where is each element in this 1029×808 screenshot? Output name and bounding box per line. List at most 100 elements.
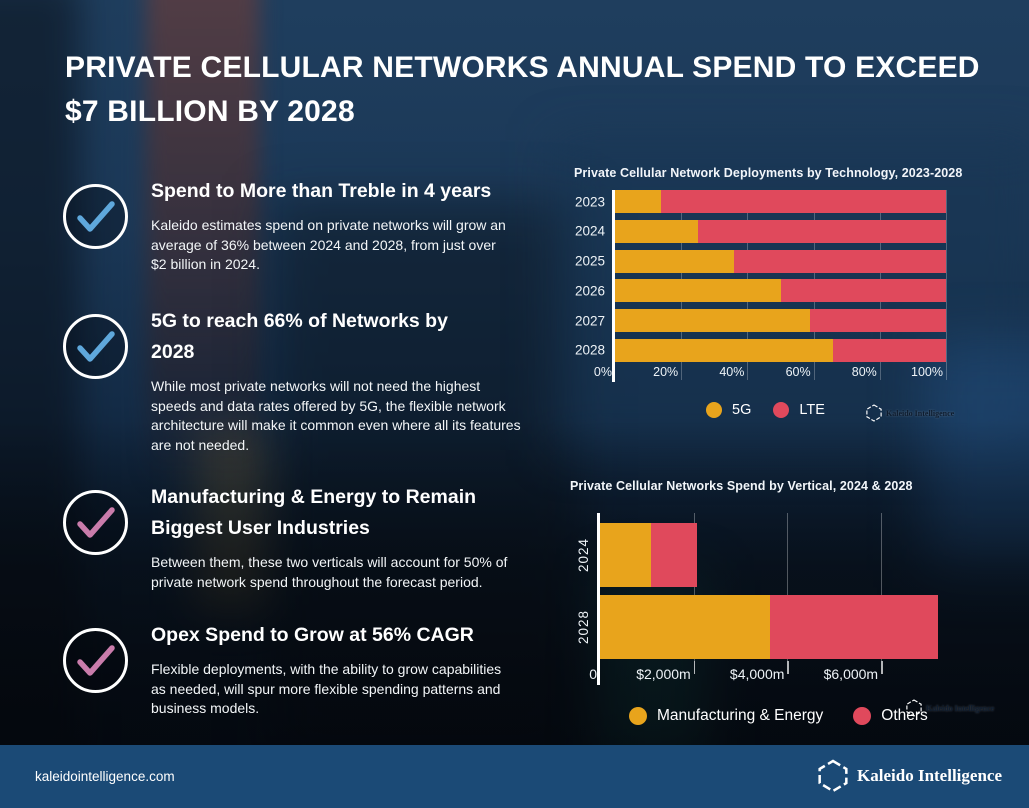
category-label: 2026 [574,283,605,299]
watermark-label: Kaleido Intelligence [886,408,955,418]
legend-label: Others [881,707,928,724]
legend-item-LTE: LTE [773,402,825,418]
insight-title: Spend to More than Treble in 4 years [151,180,492,202]
footer-brand-label: Kaleido Intelligence [857,766,1002,785]
insight-verticals: Manufacturing & Energy to Remain Biggest… [63,482,543,592]
x-tick-label: 20% [653,365,679,379]
bar-segment-2026-LTE [780,279,946,303]
spend-by-vertical-chart: Private Cellular Networks Spend by Verti… [570,479,1010,741]
checkmark-circle-icon [63,184,128,249]
bar-segment-2028-5G [615,338,834,362]
legend-label: LTE [799,402,825,418]
insight-title: Manufacturing & Energy to Remain Biggest… [151,486,477,539]
x-tick-mark [693,661,696,674]
page-title: PRIVATE CELLULAR NETWORKS ANNUAL SPEND T… [65,51,980,128]
legend-dot [773,402,790,418]
x-tick-label: 60% [785,365,811,379]
legend-label: Manufacturing & Energy [657,707,824,724]
insight-text: 5G to reach 66% of Networks by 2028 Whil… [151,306,536,455]
legend-item-Manufacturing & Energy: Manufacturing & Energy [629,707,823,725]
footer-website: kaleidointelligence.com [35,769,175,784]
x-tick-mark [881,661,883,674]
insight-opex-cagr: Opex Spend to Grow at 56% CAGR Flexible … [63,620,543,719]
checkmark-circle-icon [63,628,128,693]
insight-title: Opex Spend to Grow at 56% CAGR [151,624,474,646]
x-tick-label: 40% [719,365,745,379]
watermark-label: Kaleido Intelligence [926,703,995,713]
check-icon [76,644,115,676]
chart-title: Private Cellular Networks Spend by Verti… [570,479,913,493]
bar-row-2028: 2028 [575,338,946,362]
bar-segment-2028-Manufacturing & Energy [600,595,771,659]
bar-segment-2025-LTE [734,249,946,273]
x-tick-label: 80% [851,365,877,379]
insight-text: Manufacturing & Energy to Remain Biggest… [151,482,536,592]
bar-segment-2027-5G [615,309,811,333]
hexagon-logo-icon [866,404,882,422]
category-label: 2023 [574,194,605,209]
gridline [787,513,789,661]
bar-segment-2024-Others [650,523,698,587]
category-label: 2028 [574,342,605,358]
legend: 5G LTE [706,402,974,418]
bar-segment-2024-Manufacturing & Energy [600,523,651,587]
bar-segment-2024-LTE [697,219,946,243]
bar-segment-2028-Others [770,595,938,659]
footer-brand: Kaleido Intelligence [818,759,1002,793]
bar-row-2028: 2028 [576,595,972,659]
bar-segment-2027-LTE [810,309,946,333]
bar-segment-2026-5G [615,279,781,303]
x-tick-label: 100% [911,365,943,379]
x-tick-label: $2,000m [636,666,691,682]
legend-dot [706,402,722,418]
plot-area: 2023 2024 2025 2026 2027 2028 [575,190,947,382]
gridline [946,190,947,380]
insight-body: Flexible deployments, with the ability t… [151,661,502,716]
bar-segment-2023-5G [615,190,662,213]
legend-dot [853,707,872,725]
insight-text: Spend to More than Treble in 4 years Kal… [151,176,536,275]
check-icon [76,330,115,362]
insight-body: While most private networks will not nee… [151,378,521,453]
bar-row-2027: 2027 [575,309,946,333]
plot-area: 2024 2028 [576,513,972,685]
legend: Manufacturing & Energy Others [629,707,928,725]
bar-segment-2023-LTE [661,190,946,213]
x-axis-labels: 0% 20% 40% 60% 80% 100% [594,362,946,382]
insight-5g-share: 5G to reach 66% of Networks by 2028 Whil… [63,306,543,455]
x-tick-label: 0% [593,365,612,379]
check-icon [76,200,115,232]
category-label: 2024 [576,537,591,573]
gridline [693,513,695,661]
bar-row-2023: 2023 [575,190,946,213]
x-axis-labels: 0 $2,000m $4,000m $6,000m [589,661,972,683]
footer-bar: kaleidointelligence.com Kaleido Intellig… [0,745,1029,808]
hexagon-logo-icon [906,699,922,717]
gridline [881,513,883,661]
bar-segment-2024-5G [615,219,698,243]
bar-segment-2028-LTE [833,338,946,362]
x-tick-label: $6,000m [823,666,879,682]
kaleido-watermark: Kaleido Intelligence [866,404,954,422]
legend-item-5G: 5G [706,402,751,418]
legend-item-Others: Others [853,707,928,725]
x-tick-label: $4,000m [729,666,785,682]
x-tick-mark [787,661,789,674]
category-label: 2028 [576,609,591,645]
legend-dot [629,707,647,725]
category-label: 2024 [574,223,605,239]
chart-title: Private Cellular Network Deployments by … [574,166,963,180]
insight-body: Kaleido estimates spend on private netwo… [151,217,506,272]
insight-treble-spend: Spend to More than Treble in 4 years Kal… [63,176,543,275]
legend-label: 5G [732,402,752,418]
bar-row-2024: 2024 [576,523,972,587]
category-label: 2025 [574,253,605,269]
x-tick-label: 0 [589,666,597,682]
bar-row-2025: 2025 [575,249,946,273]
kaleido-watermark: Kaleido Intelligence [906,699,994,717]
check-icon [76,506,115,538]
insight-title: 5G to reach 66% of Networks by 2028 [151,310,448,363]
insight-text: Opex Spend to Grow at 56% CAGR Flexible … [151,620,536,719]
insight-body: Between them, these two verticals will a… [151,554,508,590]
